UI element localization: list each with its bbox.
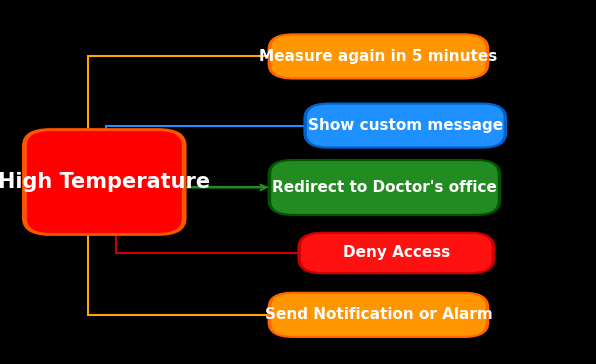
FancyBboxPatch shape <box>297 232 495 274</box>
Text: Show custom message: Show custom message <box>308 118 503 133</box>
Text: Measure again in 5 minutes: Measure again in 5 minutes <box>259 49 498 64</box>
FancyBboxPatch shape <box>268 159 501 216</box>
Text: Send Notification or Alarm: Send Notification or Alarm <box>265 307 492 323</box>
FancyBboxPatch shape <box>301 234 492 272</box>
FancyBboxPatch shape <box>268 292 489 338</box>
FancyBboxPatch shape <box>27 131 182 233</box>
Text: Redirect to Doctor's office: Redirect to Doctor's office <box>272 180 497 195</box>
FancyBboxPatch shape <box>271 294 486 336</box>
FancyBboxPatch shape <box>271 35 486 78</box>
Text: High Temperature: High Temperature <box>0 172 210 192</box>
FancyBboxPatch shape <box>268 33 489 79</box>
Text: Deny Access: Deny Access <box>343 245 450 261</box>
FancyBboxPatch shape <box>307 104 504 146</box>
FancyBboxPatch shape <box>22 128 187 236</box>
FancyBboxPatch shape <box>271 161 498 214</box>
FancyBboxPatch shape <box>303 103 507 149</box>
